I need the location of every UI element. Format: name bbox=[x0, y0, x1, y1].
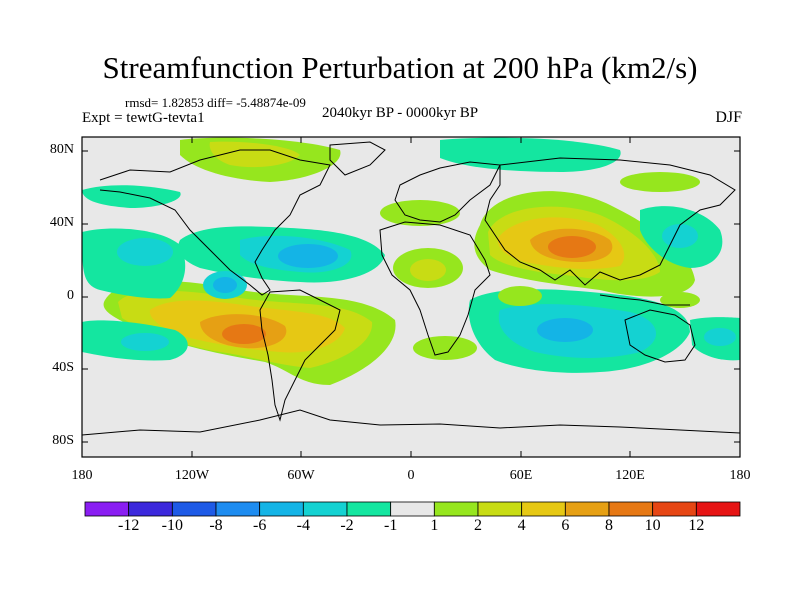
lat-label-40n: 40N bbox=[49, 215, 74, 230]
stats-text: rmsd= 1.82853 diff= -5.48874e-09 bbox=[125, 95, 306, 110]
contour-aus-pos bbox=[660, 292, 700, 308]
lat-ticks bbox=[82, 150, 740, 443]
colorbar-swatch bbox=[521, 501, 566, 517]
colorbar-label: -2 bbox=[340, 517, 354, 534]
map-panel bbox=[82, 137, 740, 457]
contour-ind-3 bbox=[537, 318, 593, 342]
coast-greenland bbox=[329, 141, 386, 176]
colorbar-swatch bbox=[259, 501, 304, 517]
contour-epac-4 bbox=[213, 277, 237, 293]
colorbar-swatch bbox=[477, 501, 523, 517]
colorbar-label: -6 bbox=[252, 517, 267, 534]
contour-spac-2 bbox=[121, 333, 169, 351]
colorbar-label: 4 bbox=[517, 517, 526, 534]
contour-atl-3 bbox=[278, 244, 338, 268]
plot-title: Streamfunction Perturbation at 200 hPa (… bbox=[102, 50, 698, 85]
colorbar-label: 10 bbox=[644, 517, 661, 534]
coast-antarctica bbox=[82, 409, 740, 436]
colorbar-label: -12 bbox=[117, 517, 140, 534]
colorbar-label: -10 bbox=[161, 517, 183, 534]
colorbar-swatch bbox=[302, 501, 348, 517]
lat-label-0: 0 bbox=[67, 288, 74, 303]
colorbar-swatch bbox=[215, 501, 261, 517]
colorbar-label: 12 bbox=[688, 517, 705, 534]
lon-label-180-west: 180 bbox=[71, 468, 93, 483]
contour-asia-5 bbox=[548, 236, 596, 258]
contour-arctic-4 bbox=[620, 172, 700, 192]
colorbar-label: 2 bbox=[474, 517, 482, 534]
colorbar-label: 1 bbox=[430, 517, 439, 534]
contour-fields bbox=[82, 137, 740, 385]
colorbar-label: -4 bbox=[296, 517, 310, 534]
colorbar-swatch bbox=[128, 501, 173, 517]
contour-satl-pos bbox=[413, 336, 477, 360]
lon-ticks bbox=[191, 137, 631, 457]
contour-wpac-2 bbox=[662, 224, 698, 248]
colorbar-label: 8 bbox=[605, 517, 613, 534]
colorbar bbox=[84, 501, 741, 517]
coast-north-america bbox=[99, 149, 331, 296]
colorbar-swatch bbox=[695, 501, 741, 517]
lon-label-60w: 60W bbox=[287, 468, 315, 483]
contour-afr-pos-2 bbox=[410, 259, 446, 281]
lat-label-40s: 40S bbox=[52, 360, 74, 375]
colorbar-swatch bbox=[652, 501, 697, 517]
lon-label-120w: 120W bbox=[174, 468, 210, 483]
colorbar-swatch bbox=[564, 501, 610, 517]
lon-label-60e: 60E bbox=[509, 468, 533, 483]
colorbar-swatch bbox=[433, 501, 479, 517]
coast-africa bbox=[379, 221, 491, 356]
contour-epac-2 bbox=[117, 238, 173, 266]
period-label: 2040kyr BP - 0000kyr BP bbox=[322, 105, 479, 121]
coastlines bbox=[82, 141, 740, 436]
experiment-label: Expt = tewtG-tevta1 bbox=[82, 110, 205, 126]
lon-label-180-east: 180 bbox=[729, 468, 751, 483]
coast-asia bbox=[484, 157, 736, 286]
colorbar-swatch bbox=[171, 501, 217, 517]
lon-label-120e: 120E bbox=[615, 468, 645, 483]
contour-sam-5 bbox=[222, 324, 266, 344]
colorbar-swatch bbox=[84, 501, 130, 517]
colorbar-label: 6 bbox=[561, 517, 570, 534]
contour-arctic-2 bbox=[209, 141, 300, 168]
contour-wpac-3 bbox=[704, 328, 736, 346]
colorbar-label: -8 bbox=[209, 517, 223, 534]
coast-indonesia bbox=[599, 294, 690, 306]
contour-ind-pos bbox=[498, 286, 542, 306]
season-label: DJF bbox=[715, 109, 742, 126]
colorbar-swatch bbox=[346, 501, 392, 517]
lat-label-80n: 80N bbox=[49, 142, 74, 157]
lon-label-0: 0 bbox=[407, 468, 415, 483]
contour-natl-pos bbox=[380, 200, 460, 226]
coast-europe bbox=[394, 161, 501, 223]
colorbar-label: -1 bbox=[383, 517, 398, 534]
colorbar-swatch bbox=[390, 501, 435, 517]
colorbar-swatch bbox=[608, 501, 654, 517]
coast-australia bbox=[624, 309, 696, 363]
coast-south-america bbox=[259, 289, 341, 422]
lat-label-80s: 80S bbox=[52, 433, 74, 448]
